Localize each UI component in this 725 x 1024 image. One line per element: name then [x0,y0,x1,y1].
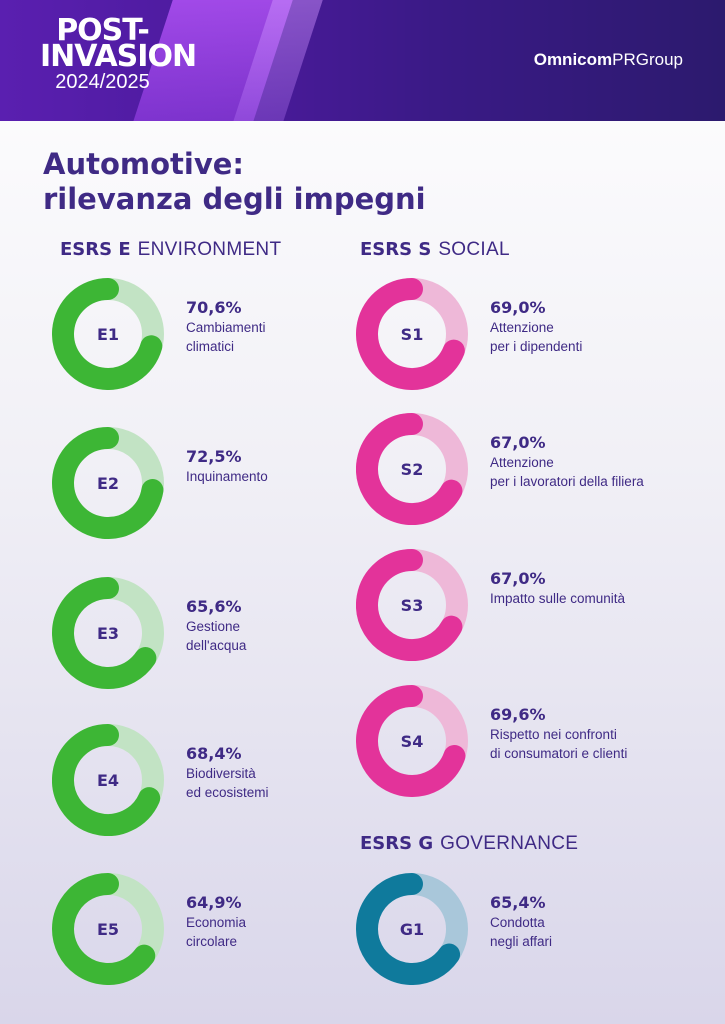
donut-code: S4 [401,732,424,751]
donut-code: E4 [97,771,119,790]
section-name: GOVERNANCE [440,833,579,854]
donut-code: S2 [401,460,424,479]
donut-item-e3: E3 65,6% Gestione dell'acqua [52,577,382,693]
donut-chart: E5 [52,873,164,985]
value-label: 65,6% [186,597,242,616]
category-label: Rispetto nei confronti di consumatori e … [490,727,628,761]
donut-value-arc [356,413,463,525]
section-environment-heading: ESRS E ENVIRONMENT [60,239,281,261]
title-line-1: Automotive: [43,147,244,181]
section-code: ESRS E [60,239,131,260]
donut-item-s1: S1 69,0% Attenzione per i dipendenti [356,278,686,394]
value-label: 65,4% [490,893,546,912]
value-label: 72,5% [186,447,242,466]
category-label: Economia circolare [186,915,247,949]
donut-item-e1: E1 70,6% Cambiamenti climatici [52,278,382,394]
donut-value-arc [356,685,466,797]
brand-rest: PRGroup [612,50,683,69]
donut-chart: E1 [52,278,164,390]
donut-value-arc [52,427,164,539]
brand-bold: Omnicom [533,50,613,69]
donut-chart: S4 [356,685,468,797]
donut-value-arc [52,873,156,985]
donut-value-arc [356,873,461,985]
header-banner: POST- INVASION 2024/2025 OmnicomPRGroup [0,0,725,121]
omnicom-brand: OmnicomPRGroup [534,50,683,70]
donut-value-arc [356,278,465,390]
donut-item-s2: S2 67,0% Attenzione per i lavoratori della… [356,413,686,529]
value-label: 64,9% [186,893,242,912]
donut-value-arc [356,549,463,661]
donut-code: E1 [97,325,119,344]
donut-item-e5: E5 64,9% Economia circolare [52,873,382,989]
category-label: Impatto sulle comunità [490,591,626,606]
post-invasion-logo: POST- INVASION 2024/2025 [40,13,197,94]
value-label: 68,4% [186,744,242,763]
category-label: Attenzione per i lavoratori della filier… [490,455,644,489]
category-label: Inquinamento [186,469,268,484]
category-label: Biodiversità ed ecosistemi [186,766,269,800]
logo-year: 2024/2025 [55,71,150,93]
donut-item-e4: E4 68,4% Biodiversità ed ecosistemi [52,724,382,840]
section-social-heading: ESRS S SOCIAL [360,239,510,261]
category-label: Condotta negli affari [490,915,553,949]
donut-chart: S1 [356,278,468,390]
section-name: ENVIRONMENT [137,239,282,260]
donut-chart: G1 [356,873,468,985]
donut-item-s4: S4 69,6% Rispetto nei confronti di consuma… [356,685,686,801]
donut-chart: E4 [52,724,164,836]
donut-code: E3 [97,624,119,643]
value-label: 67,0% [490,569,546,588]
donut-value-arc [52,577,157,689]
section-code: ESRS S [360,239,432,260]
donut-chart: E3 [52,577,164,689]
value-label: 70,6% [186,298,242,317]
value-label: 69,0% [490,298,546,317]
page-title: Automotive: rilevanza degli impegni [43,147,426,217]
donut-chart: E2 [52,427,164,539]
category-label: Attenzione per i dipendenti [490,320,583,354]
donut-value-arc [52,278,163,390]
title-line-2: rilevanza degli impegni [43,182,426,216]
section-name: SOCIAL [438,239,510,260]
donut-item-e2: E2 72,5% Inquinamento [52,427,382,543]
value-label: 67,0% [490,433,546,452]
section-governance-heading: ESRS G GOVERNANCE [360,833,578,855]
donut-code: G1 [400,920,424,939]
donut-code: S1 [401,325,424,344]
donut-chart: S3 [356,549,468,661]
donut-item-g1: G1 65,4% Condotta negli affari [356,873,686,989]
category-label: Gestione dell'acqua [186,619,247,653]
logo-line-2: INVASION [40,39,197,74]
donut-code: S3 [401,596,424,615]
section-code: ESRS G [360,833,434,854]
donut-item-s3: S3 67,0% Impatto sulle comunità [356,549,686,665]
donut-chart: S2 [356,413,468,525]
value-label: 69,6% [490,705,546,724]
donut-code: E2 [97,474,119,493]
donut-value-arc [52,724,161,836]
donut-code: E5 [97,920,119,939]
logo-line-1: POST- [56,13,150,48]
category-label: Cambiamenti climatici [186,320,266,354]
